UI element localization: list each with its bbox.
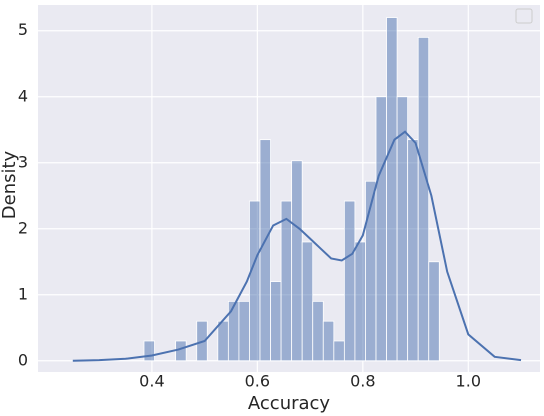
bar xyxy=(407,139,419,362)
bar xyxy=(217,320,229,362)
y-tick-label: 1 xyxy=(18,284,28,303)
bar xyxy=(270,281,282,362)
y-tick-label: 2 xyxy=(18,218,28,237)
bar xyxy=(354,241,366,362)
legend-box xyxy=(515,8,533,24)
y-tick-label: 4 xyxy=(18,86,28,105)
bar xyxy=(301,241,314,362)
x-axis-label: Accuracy xyxy=(248,393,331,414)
bar xyxy=(375,96,387,362)
bar xyxy=(280,200,293,362)
y-axis-label: Density xyxy=(0,150,20,219)
y-tick-label: 5 xyxy=(18,20,28,39)
bar xyxy=(175,340,187,362)
bar xyxy=(227,300,240,362)
kde-line xyxy=(72,130,522,362)
bar xyxy=(343,200,356,362)
x-tick-label: 0.4 xyxy=(139,372,164,391)
bar xyxy=(417,36,430,362)
marks xyxy=(72,17,522,362)
bar xyxy=(386,17,398,362)
bar xyxy=(322,320,335,362)
bar xyxy=(143,340,155,362)
bar xyxy=(428,261,440,362)
bar xyxy=(249,200,261,362)
y-tick-label: 3 xyxy=(18,152,28,171)
bar xyxy=(259,139,271,362)
y-tick-label: 0 xyxy=(18,350,28,369)
bar xyxy=(312,300,324,362)
x-tick-label: 0.8 xyxy=(350,372,375,391)
x-tick-label: 0.6 xyxy=(245,372,270,391)
x-tick-label: 1.0 xyxy=(456,372,481,391)
bar xyxy=(291,160,303,362)
bar xyxy=(333,340,345,362)
bar xyxy=(238,300,250,362)
